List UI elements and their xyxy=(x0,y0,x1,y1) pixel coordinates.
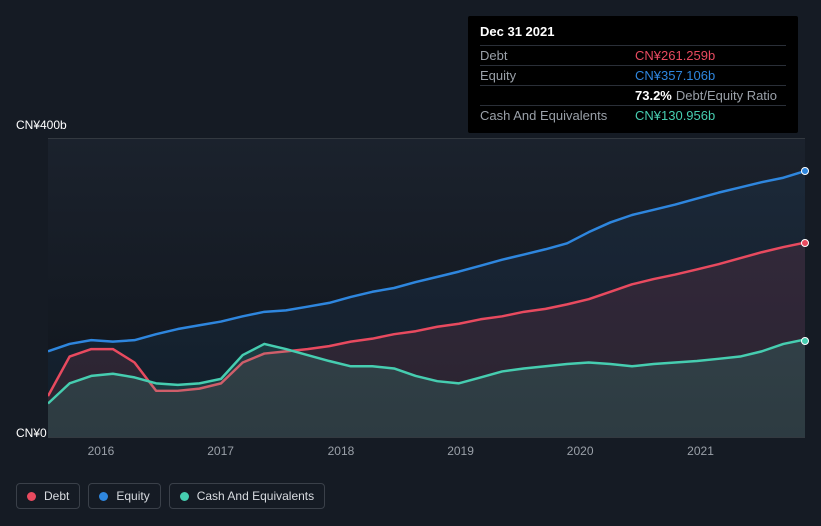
legend-label: Debt xyxy=(44,489,69,503)
tooltip-row-value: CN¥261.259b xyxy=(635,48,715,63)
tooltip-date: Dec 31 2021 xyxy=(480,24,786,43)
legend-item[interactable]: Debt xyxy=(16,483,80,509)
legend-swatch xyxy=(180,492,189,501)
tooltip-row-value: CN¥357.106b xyxy=(635,68,715,83)
legend: Debt Equity Cash And Equivalents xyxy=(16,483,325,509)
x-tick-label: 2016 xyxy=(88,444,115,458)
legend-swatch xyxy=(99,492,108,501)
tooltip-ratio-label: Debt/Equity Ratio xyxy=(676,88,777,103)
x-tick-label: 2018 xyxy=(328,444,355,458)
tooltip-row-value: CN¥130.956b xyxy=(635,108,715,123)
series-marker xyxy=(801,239,809,247)
legend-swatch xyxy=(27,492,36,501)
tooltip-row-label: Cash And Equivalents xyxy=(480,108,635,123)
x-tick-label: 2021 xyxy=(687,444,714,458)
tooltip-row: DebtCN¥261.259b xyxy=(480,45,786,65)
legend-item[interactable]: Equity xyxy=(88,483,160,509)
legend-label: Cash And Equivalents xyxy=(197,489,314,503)
legend-item[interactable]: Cash And Equivalents xyxy=(169,483,325,509)
x-tick-label: 2017 xyxy=(207,444,234,458)
y-axis-label-bottom: CN¥0 xyxy=(16,426,47,440)
x-axis: 2016 2017 2018 2019 2020 2021 xyxy=(48,444,805,464)
tooltip-row-label xyxy=(480,88,635,103)
tooltip-row: 73.2% Debt/Equity Ratio xyxy=(480,85,786,105)
legend-label: Equity xyxy=(116,489,149,503)
series-marker xyxy=(801,167,809,175)
chart-plot[interactable] xyxy=(48,138,805,438)
tooltip-ratio-pct: 73.2% xyxy=(635,88,672,103)
tooltip-row-label: Debt xyxy=(480,48,635,63)
chart-tooltip: Dec 31 2021DebtCN¥261.259bEquityCN¥357.1… xyxy=(468,16,798,133)
x-tick-label: 2019 xyxy=(447,444,474,458)
series-marker xyxy=(801,337,809,345)
tooltip-row: Cash And EquivalentsCN¥130.956b xyxy=(480,105,786,125)
x-tick-label: 2020 xyxy=(567,444,594,458)
tooltip-row-label: Equity xyxy=(480,68,635,83)
y-axis-label-top: CN¥400b xyxy=(16,118,67,132)
chart-svg xyxy=(48,139,805,437)
tooltip-row: EquityCN¥357.106b xyxy=(480,65,786,85)
